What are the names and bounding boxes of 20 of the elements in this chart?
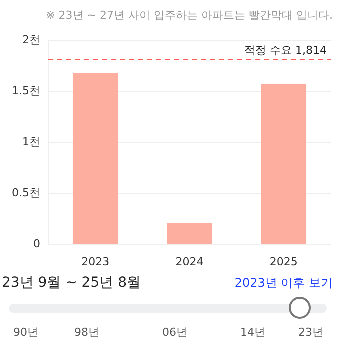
y-tick-label: 2천: [22, 33, 40, 46]
text: 06년: [162, 325, 188, 340]
text: 98년: [74, 325, 100, 340]
chart-subtitle: ※ 23년 ~ 27년 사이 입주하는 아파트는 빨간막대 입니다.: [46, 8, 333, 23]
ref-line-label: 적정 수요 1,814: [244, 44, 327, 57]
y-tick-label: 0: [33, 238, 40, 251]
text: 2023년 이후 보기: [234, 275, 333, 292]
x-tick-label: 2025: [270, 255, 298, 268]
y-tick-label: 1.5천: [12, 84, 40, 98]
text: 14년: [240, 325, 266, 340]
text: 90년: [14, 325, 38, 340]
text: 23년: [298, 325, 324, 340]
bar: [261, 84, 307, 244]
bar: [72, 73, 118, 244]
y-tick-label: 0.5천: [12, 186, 40, 200]
bar: [167, 223, 212, 244]
y-tick-label: 1천: [22, 136, 40, 149]
x-tick-label: 2023: [82, 255, 110, 268]
x-tick-label: 2024: [176, 255, 204, 268]
text: 23년 9월 ~ 25년 8월: [2, 274, 141, 292]
